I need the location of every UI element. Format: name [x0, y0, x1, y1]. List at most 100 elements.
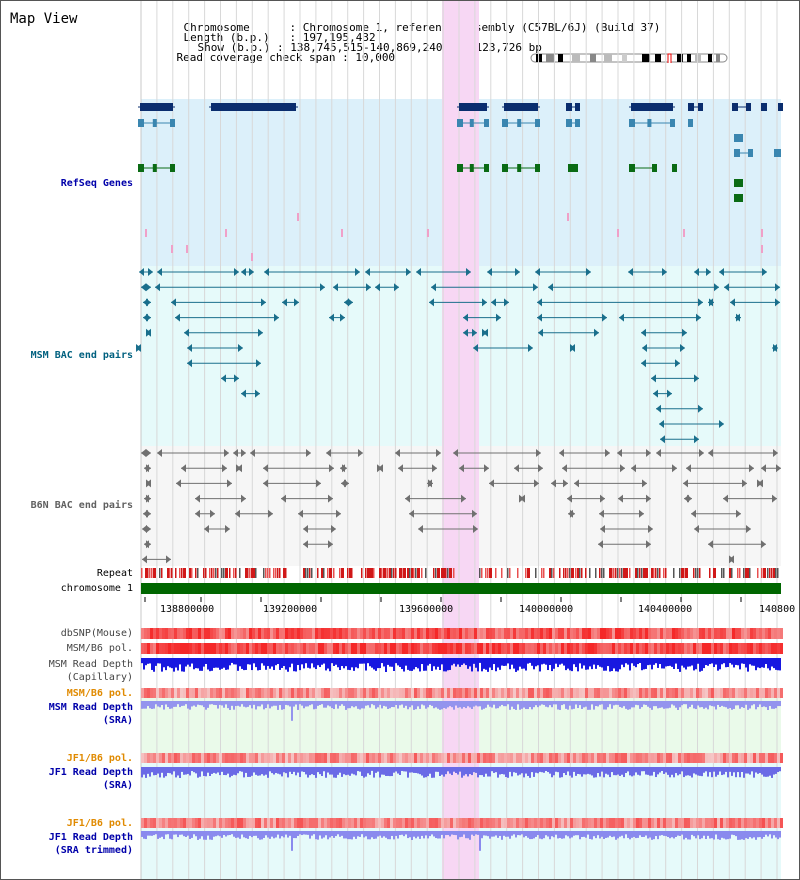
polymorphism-cell [396, 753, 399, 763]
read-depth-bar [513, 658, 515, 669]
read-depth-bar [197, 701, 199, 705]
polymorphism-cell [297, 628, 300, 639]
read-depth-bar [221, 767, 223, 772]
repeat-element [245, 568, 248, 578]
polymorphism-cell [468, 643, 471, 654]
track-label-jf1-depth-trim-1[interactable]: JF1 Read Depth [48, 832, 133, 843]
track-label-jf1-depth-sra-2[interactable]: (SRA) [102, 780, 133, 791]
repeat-element [189, 568, 192, 578]
read-depth-bar [265, 701, 267, 709]
read-depth-bar [361, 658, 363, 664]
polymorphism-cell [300, 688, 303, 698]
polymorphism-cell [435, 628, 438, 639]
b6n-bac-pair-end [222, 464, 227, 473]
read-depth-bar [641, 831, 643, 838]
read-depth-bar [733, 831, 735, 836]
msm-bac-pair-end [355, 268, 360, 276]
polymorphism-cell [765, 753, 768, 763]
polymorphism-cell [180, 753, 183, 763]
read-depth-bar [233, 701, 235, 710]
read-depth-bar [631, 701, 633, 708]
track-label-msm-depth-cap-1[interactable]: MSM Read Depth [48, 659, 133, 670]
polymorphism-cell [504, 688, 507, 698]
read-depth-bar [759, 658, 761, 669]
polymorphism-cell [318, 628, 321, 639]
read-depth-bar [661, 701, 663, 708]
read-depth-bar [461, 767, 463, 778]
read-depth-bar [405, 658, 407, 666]
read-depth-bar [483, 831, 485, 836]
polymorphism-cell [408, 628, 411, 639]
read-depth-bar [163, 658, 165, 668]
read-depth-bar [419, 831, 421, 839]
polymorphism-cell [609, 643, 612, 654]
repeat-element [183, 568, 186, 578]
read-depth-bar [635, 701, 637, 705]
read-depth-bar [225, 701, 227, 705]
read-depth-bar [519, 658, 521, 667]
repeat-element [393, 568, 395, 578]
polymorphism-cell [777, 818, 780, 828]
read-depth-bar [729, 701, 731, 709]
polymorphism-cell [513, 753, 516, 763]
track-label-dbsnp[interactable]: dbSNP(Mouse) [60, 628, 133, 639]
read-depth-bar [647, 658, 649, 666]
polymorphism-cell [690, 643, 693, 654]
polymorphism-cell [405, 688, 408, 698]
read-depth-bar [213, 831, 215, 837]
polymorphism-cell [600, 643, 603, 654]
track-label-msm-b6-pol-2[interactable]: MSM/B6 pol. [66, 688, 133, 699]
track-label-jf1-b6-pol-2[interactable]: JF1/B6 pol. [66, 818, 133, 829]
read-depth-bar [283, 658, 285, 667]
polymorphism-cell [507, 753, 510, 763]
track-label-msm-depth-sra-1[interactable]: MSM Read Depth [48, 702, 133, 713]
gene-exon [459, 103, 487, 111]
repeat-element [347, 568, 349, 578]
track-label-chromosome[interactable]: chromosome 1 [60, 583, 133, 594]
polymorphism-cell [615, 643, 618, 654]
polymorphism-cell [231, 688, 234, 698]
repeat-element [517, 568, 519, 578]
polymorphism-cell [549, 628, 552, 639]
polymorphism-cell [762, 818, 765, 828]
polymorphism-cell [732, 628, 735, 639]
read-depth-bar [553, 658, 555, 669]
track-label-jf1-depth-sra-1[interactable]: JF1 Read Depth [48, 767, 133, 778]
read-depth-bar [661, 658, 663, 669]
track-label-b6n-bac[interactable]: B6N BAC end pairs [30, 500, 133, 511]
track-label-repeat[interactable]: Repeat [96, 568, 133, 579]
refseq-marker [225, 229, 227, 237]
track-label-refseq[interactable]: RefSeq Genes [60, 178, 133, 189]
polymorphism-cell [246, 628, 249, 639]
read-depth-bar [683, 767, 685, 778]
msm-bac-pair-end [651, 374, 656, 383]
track-label-jf1-depth-trim-2[interactable]: (SRA trimmed) [54, 845, 133, 856]
read-depth-bar [389, 831, 391, 840]
polymorphism-cell [699, 818, 702, 828]
read-depth-bar [479, 767, 481, 776]
track-label-msm-b6-pol-1[interactable]: MSM/B6 pol. [66, 643, 133, 654]
read-depth-bar [179, 658, 181, 665]
gene-exon [170, 119, 175, 127]
info-chromosome-label: Chromosome [183, 21, 250, 34]
polymorphism-cell [717, 818, 720, 828]
track-label-msm-depth-sra-2[interactable]: (SRA) [102, 715, 133, 726]
read-depth-bar [571, 767, 573, 778]
track-label-jf1-b6-pol-1[interactable]: JF1/B6 pol. [66, 753, 133, 764]
read-depth-bar [613, 658, 615, 669]
read-depth-bar [215, 767, 217, 774]
track-label-msm-bac[interactable]: MSM BAC end pairs [30, 350, 133, 361]
read-depth-bar [601, 767, 603, 772]
polymorphism-cell [663, 818, 666, 828]
b6n-bac-pair-end [473, 525, 478, 533]
read-depth-bar [261, 658, 263, 664]
track-label-msm-depth-cap-2[interactable]: (Capillary) [66, 672, 133, 683]
polymorphism-cell [735, 753, 738, 763]
read-depth-bar [207, 831, 209, 836]
read-depth-bar [187, 658, 189, 665]
polymorphism-cell [759, 688, 762, 698]
polymorphism-cell [249, 628, 252, 639]
read-depth-bar [493, 831, 495, 837]
read-depth-bar [463, 701, 465, 708]
polymorphism-cell [354, 753, 357, 763]
